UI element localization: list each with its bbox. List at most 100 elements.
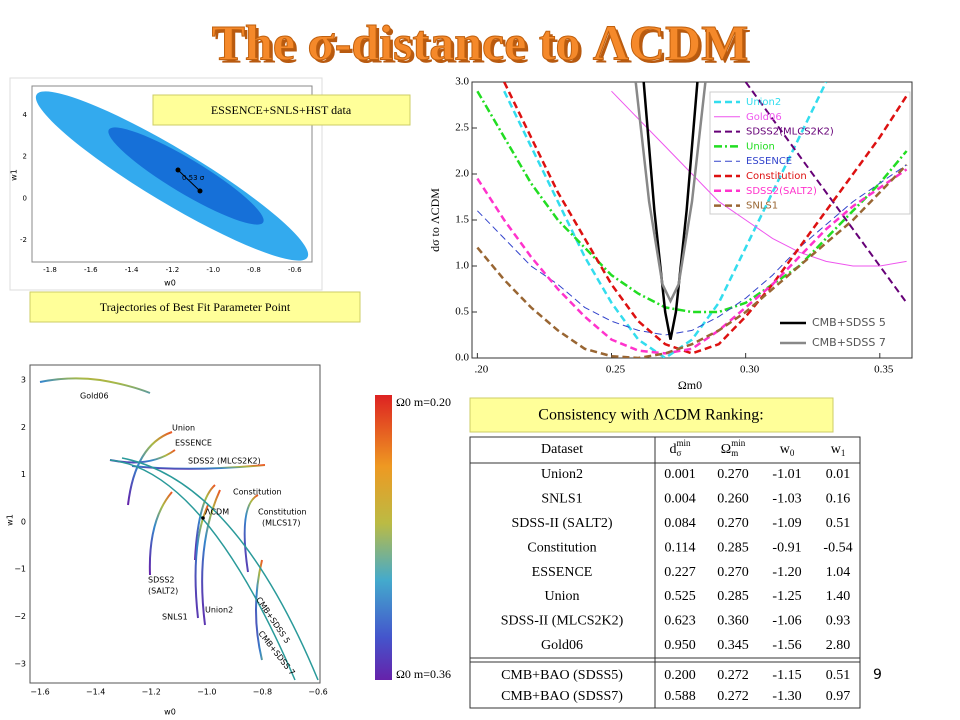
header-base: w bbox=[780, 442, 791, 457]
header-base: Dataset bbox=[541, 442, 583, 457]
series-line bbox=[634, 82, 707, 304]
table-cell: 0.200 bbox=[664, 668, 696, 683]
legend bbox=[776, 313, 908, 353]
label: Consistency with ΛCDM Ranking: bbox=[538, 407, 763, 424]
table-cell: Gold06 bbox=[541, 638, 583, 653]
trajectory bbox=[148, 491, 173, 576]
curve-label: Union2 bbox=[205, 606, 233, 615]
header-cell: Ωmin m bbox=[721, 438, 746, 458]
table-cell: 0.084 bbox=[664, 516, 696, 531]
curve-label: Union bbox=[172, 424, 195, 433]
x-tick-label: −1.0 bbox=[197, 688, 216, 697]
curve-label: Gold06 bbox=[80, 392, 109, 401]
table-cell: 0.16 bbox=[826, 492, 851, 507]
legend-label: Gold06 bbox=[746, 112, 782, 123]
trajectory bbox=[194, 504, 209, 619]
table-cell: 0.260 bbox=[717, 492, 749, 507]
x-tick-label: -1.4 bbox=[125, 266, 139, 274]
colorbar-label: Ω0 m=0.36 bbox=[396, 667, 451, 681]
table-cell: 0.345 bbox=[717, 638, 749, 653]
table-cell: -1.09 bbox=[772, 516, 801, 531]
curve-label: (MLCS17) bbox=[262, 519, 300, 528]
y-tick-label: −1 bbox=[14, 565, 26, 574]
y-tick-label: 2.0 bbox=[455, 168, 469, 180]
y-tick-label: −2 bbox=[14, 612, 26, 621]
table-cell: -1.25 bbox=[772, 589, 801, 604]
series-line bbox=[476, 163, 908, 358]
ellipse-axes bbox=[31, 85, 313, 263]
table-cell: -1.03 bbox=[772, 492, 801, 507]
y-tick-label: 0.5 bbox=[455, 306, 469, 318]
y-label: w1 bbox=[10, 169, 19, 181]
table-cell: 0.51 bbox=[826, 668, 851, 683]
series-line bbox=[477, 164, 907, 336]
x-tick-label: -1.2 bbox=[166, 266, 180, 274]
title: The σ-distance to ΛCDM bbox=[212, 14, 749, 70]
table-cell: 0.227 bbox=[664, 565, 696, 580]
trajectory bbox=[131, 464, 266, 470]
table-cell: -1.01 bbox=[772, 467, 801, 482]
table-cell: ESSENCE bbox=[532, 565, 593, 580]
lines bbox=[476, 82, 908, 358]
table-cell: 0.270 bbox=[717, 467, 749, 482]
table-cell: -1.56 bbox=[772, 638, 801, 653]
legend-label: SDSS2(MLCS2K2) bbox=[746, 127, 834, 138]
table-cell: 0.623 bbox=[664, 614, 696, 629]
header-cell: w1 bbox=[831, 442, 846, 458]
header-sup: min bbox=[676, 438, 691, 448]
table-cell: -1.30 bbox=[772, 689, 801, 704]
curve-label: SDSS2 bbox=[148, 576, 174, 585]
table-cell: 0.93 bbox=[826, 614, 851, 629]
trajectory bbox=[201, 489, 221, 626]
header-base: w bbox=[831, 442, 842, 457]
header-sup: min bbox=[731, 438, 746, 448]
legend-label: Union2 bbox=[746, 97, 781, 108]
x-tick-label: −1.4 bbox=[86, 688, 105, 697]
y-tick-label: 1.0 bbox=[455, 260, 469, 272]
table-cell: 0.588 bbox=[664, 689, 696, 704]
legend-label: Constitution bbox=[746, 171, 807, 182]
curve-label: (SALT2) bbox=[148, 587, 178, 596]
table-cell: 0.270 bbox=[717, 565, 749, 580]
label: ESSENCE+SNLS+HST data bbox=[211, 103, 352, 117]
x-tick-label: -1.0 bbox=[206, 266, 220, 274]
table-cell: 0.97 bbox=[826, 689, 851, 704]
y-tick-label: -2 bbox=[20, 236, 27, 244]
label-box bbox=[29, 291, 361, 323]
table-cell: CMB+BAO (SDSS5) bbox=[501, 668, 623, 683]
table-cell: 0.01 bbox=[826, 467, 851, 482]
curve-label: Constitution bbox=[258, 508, 307, 517]
y-tick-label: 0 bbox=[23, 194, 27, 202]
y-tick-label: 0 bbox=[21, 517, 26, 526]
inner-contour bbox=[108, 127, 264, 225]
header-sub: 0 bbox=[790, 448, 795, 458]
curve-label: Constitution bbox=[233, 488, 282, 497]
table-cell: -1.20 bbox=[772, 565, 801, 580]
table-cell: SNLS1 bbox=[541, 492, 582, 507]
y-tick-label: 3 bbox=[21, 376, 26, 385]
label: Trajectories of Best Fit Parameter Point bbox=[100, 300, 291, 314]
table-cell: 0.272 bbox=[717, 689, 749, 704]
table-cell: CMB+BAO (SDSS7) bbox=[501, 689, 623, 704]
table-cell: 0.360 bbox=[717, 614, 749, 629]
label-box bbox=[152, 94, 411, 126]
table-cell: 0.525 bbox=[664, 589, 696, 604]
header-cell: w0 bbox=[780, 442, 795, 458]
header-sub: m bbox=[731, 448, 738, 458]
series-line bbox=[476, 168, 908, 355]
y-label: w1 bbox=[6, 514, 15, 526]
series-line bbox=[503, 82, 908, 355]
header-sub: 1 bbox=[841, 448, 846, 458]
y-tick-label: 1.5 bbox=[455, 214, 469, 226]
table-cell: Constitution bbox=[527, 540, 596, 555]
colorbar-label: Ω0 m=0.20 bbox=[396, 395, 451, 409]
table-cell: 1.40 bbox=[826, 589, 851, 604]
series-line bbox=[503, 82, 828, 358]
trajectory-axes bbox=[29, 364, 321, 684]
table-cell: Union2 bbox=[541, 467, 583, 482]
x-tick-label: −0.6 bbox=[308, 688, 327, 697]
colorbar bbox=[375, 395, 392, 680]
y-tick-label: 2 bbox=[23, 153, 27, 161]
